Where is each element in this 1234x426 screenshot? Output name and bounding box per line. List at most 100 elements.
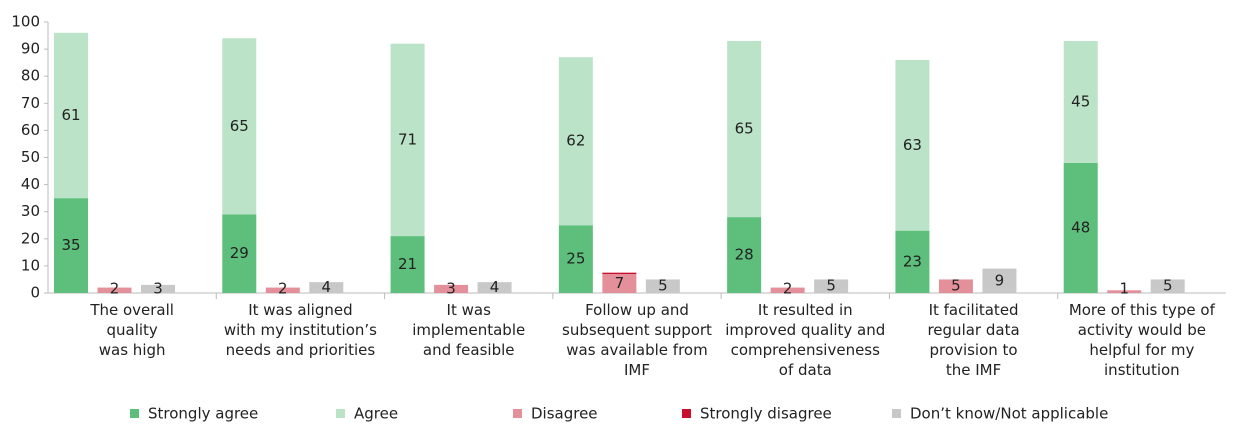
bar-segment (814, 279, 849, 293)
bar-segment (727, 217, 762, 293)
legend-swatch (336, 409, 345, 418)
x-tick-label: It resulted in improved quality and compre… (725, 301, 885, 379)
y-tick-label: 0 (30, 284, 40, 302)
bar-segment (938, 279, 973, 293)
bar-segment (265, 287, 300, 293)
bar-segment (1107, 290, 1142, 293)
value-label: 35 (61, 236, 80, 254)
value-label: 21 (398, 255, 417, 273)
x-tick-label-line: Follow up and (585, 301, 689, 319)
x-tick-label-line: and feasible (423, 341, 515, 359)
x-tick-label-line: was available from (566, 341, 707, 359)
value-label: 65 (230, 117, 249, 135)
legend-label: Strongly disagree (700, 405, 832, 423)
x-tick-label-line: needs and priorities (226, 341, 376, 359)
y-tick-label: 20 (21, 229, 40, 247)
y-tick-label: 60 (21, 121, 40, 139)
x-tick-label-line: subsequent support (562, 321, 712, 339)
x-tick-label-line: It resulted in (758, 301, 853, 319)
x-tick-label-line: regular data (927, 321, 1019, 339)
value-label: 63 (903, 136, 922, 154)
x-tick-label-line: improved quality and (725, 321, 885, 339)
bar-segment (982, 268, 1017, 293)
value-label: 45 (1071, 92, 1090, 110)
y-tick-label: 30 (21, 202, 40, 220)
bar-segment (895, 59, 930, 231)
x-tick-label: It was aligned with my institution’s needs… (224, 301, 377, 359)
x-tick-label-line: It facilitated (929, 301, 1019, 319)
bar-segment (1063, 162, 1098, 293)
x-tick-label: Follow up and subsequent support was avail… (562, 301, 712, 379)
value-label: 4 (490, 278, 500, 296)
bar-segment (895, 230, 930, 293)
y-tick-label: 90 (21, 40, 40, 58)
value-label: 3 (153, 279, 163, 297)
bar-segment (602, 272, 637, 275)
bar-segment (141, 284, 175, 293)
x-tick-label-line: IMF (624, 361, 650, 379)
value-label: 29 (230, 244, 249, 262)
value-label: 9 (995, 271, 1005, 289)
value-label: 2 (110, 280, 120, 298)
value-label: 2 (278, 280, 288, 298)
value-label: 65 (735, 120, 754, 138)
x-tick-label-line: comprehensiveness (731, 341, 881, 359)
value-label: 71 (398, 130, 417, 148)
value-label: 3 (446, 279, 456, 297)
bar-segment (390, 43, 425, 237)
bar-segment (477, 282, 512, 293)
legend-label: Strongly agree (148, 405, 258, 423)
value-label: 23 (903, 252, 922, 270)
value-label: 5 (826, 277, 836, 295)
x-tick-label: More of this type of activity would be hel… (1069, 301, 1216, 379)
value-label: 25 (566, 250, 585, 268)
value-label: 7 (615, 274, 625, 292)
value-label: 5 (1163, 277, 1173, 295)
bar-segment (558, 57, 593, 226)
x-tick-label-line: provision to (930, 341, 1018, 359)
bar-segment (558, 225, 593, 293)
bar-segment (222, 38, 257, 215)
y-tick-label: 80 (21, 67, 40, 85)
y-tick-label: 40 (21, 175, 40, 193)
value-label: 62 (566, 132, 585, 150)
x-tick-label-line: the IMF (946, 361, 1001, 379)
x-tick-label-line: of data (779, 361, 832, 379)
value-label: 4 (322, 278, 332, 296)
legend-label: Agree (354, 405, 398, 423)
y-tick-label: 70 (21, 94, 40, 112)
x-tick-label-line: with my institution’s (224, 321, 377, 339)
x-tick-label-line: institution (1104, 361, 1180, 379)
x-tick-label-line: implementable (412, 321, 525, 339)
bar-segment (54, 198, 88, 293)
value-label: 2 (783, 280, 793, 298)
x-tick-label: It facilitated regular data provision to th… (927, 301, 1019, 379)
bar-segment (727, 40, 762, 218)
bar-segment (645, 279, 680, 293)
value-label: 5 (658, 277, 668, 295)
x-tick-label: It was implementable and feasible (412, 301, 525, 359)
x-tick-label-line: activity would be (1078, 321, 1206, 339)
bar-segment (770, 287, 805, 293)
x-tick-label-line: helpful for my (1089, 341, 1194, 359)
bar-segment (222, 214, 257, 293)
bar-segment (1063, 40, 1098, 163)
x-tick-label: The overall quality was high (89, 301, 174, 359)
bar-segment (97, 287, 132, 293)
value-label: 61 (61, 106, 80, 124)
x-tick-label-line: It was (447, 301, 492, 319)
value-label: 48 (1071, 218, 1090, 236)
legend-swatch (513, 409, 522, 418)
value-label: 1 (1119, 280, 1129, 298)
legend-swatch (682, 409, 691, 418)
y-tick-label: 100 (11, 13, 40, 31)
value-label: 5 (951, 277, 961, 295)
bar-segment (602, 274, 637, 293)
legend-label: Don’t know/Not applicable (910, 405, 1108, 423)
legend-swatch (130, 409, 139, 418)
x-tick-label-line: was high (99, 341, 166, 359)
bar-segment (1150, 279, 1185, 293)
bar-segment (54, 32, 88, 199)
bar-segment (434, 284, 469, 293)
